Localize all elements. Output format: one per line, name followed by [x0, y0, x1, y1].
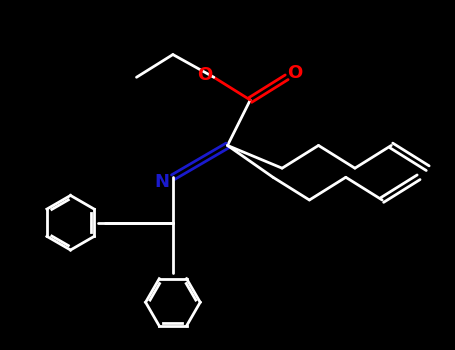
Text: O: O [197, 66, 212, 84]
Text: N: N [154, 173, 169, 191]
Text: O: O [287, 64, 303, 82]
